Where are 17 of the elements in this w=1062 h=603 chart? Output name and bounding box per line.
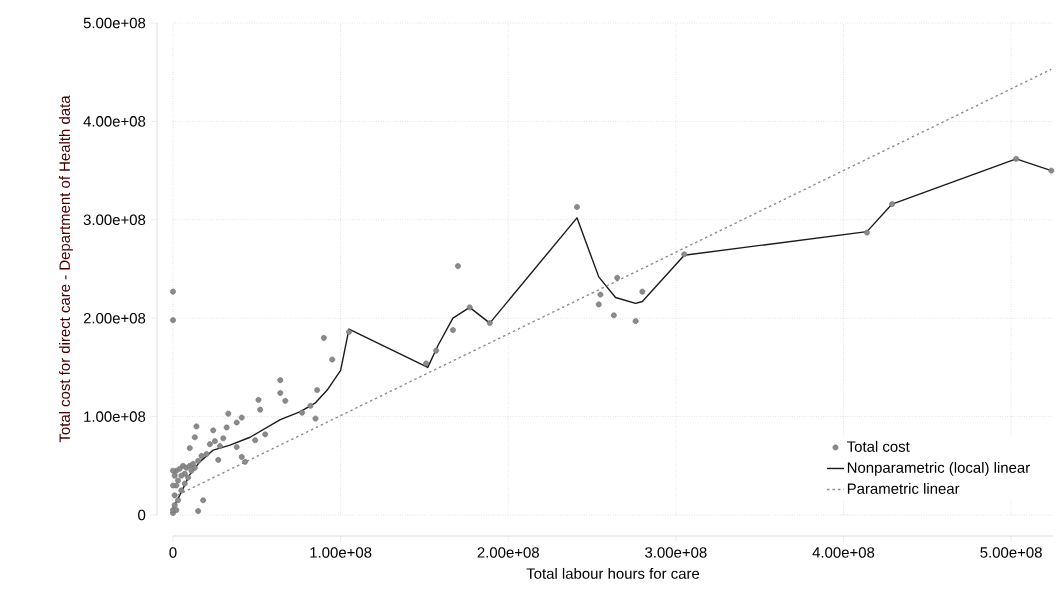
y-axis-title: Total cost for direct care - Department of Health data: [59, 95, 73, 443]
y-tick-label: 1.00e+08: [84, 411, 146, 422]
x-tick-label: 2.00e+08: [477, 547, 539, 558]
x-tick-label: 0: [169, 547, 177, 558]
y-tick-label: 4.00e+08: [83, 116, 146, 127]
legend-label: Nonparametric (local) linear: [847, 461, 1030, 476]
x-tick-label: 5.00e+08: [980, 547, 1042, 558]
x-axis-title: Total labour hours for care: [526, 567, 700, 579]
y-tick-label: 3.00e+08: [83, 214, 146, 226]
x-tick-label: 1.00e+08: [310, 547, 372, 558]
y-tick-label: 0: [138, 509, 146, 521]
y-tick-label: 2.00e+08: [83, 312, 146, 324]
y-tick-label: 5.00e+08: [83, 17, 146, 29]
legend-label: Parametric linear: [847, 482, 960, 494]
x-tick-label: 3.00e+08: [645, 547, 707, 558]
x-tick-label: 4.00e+08: [812, 547, 875, 558]
legend-label: Total cost: [847, 440, 910, 452]
